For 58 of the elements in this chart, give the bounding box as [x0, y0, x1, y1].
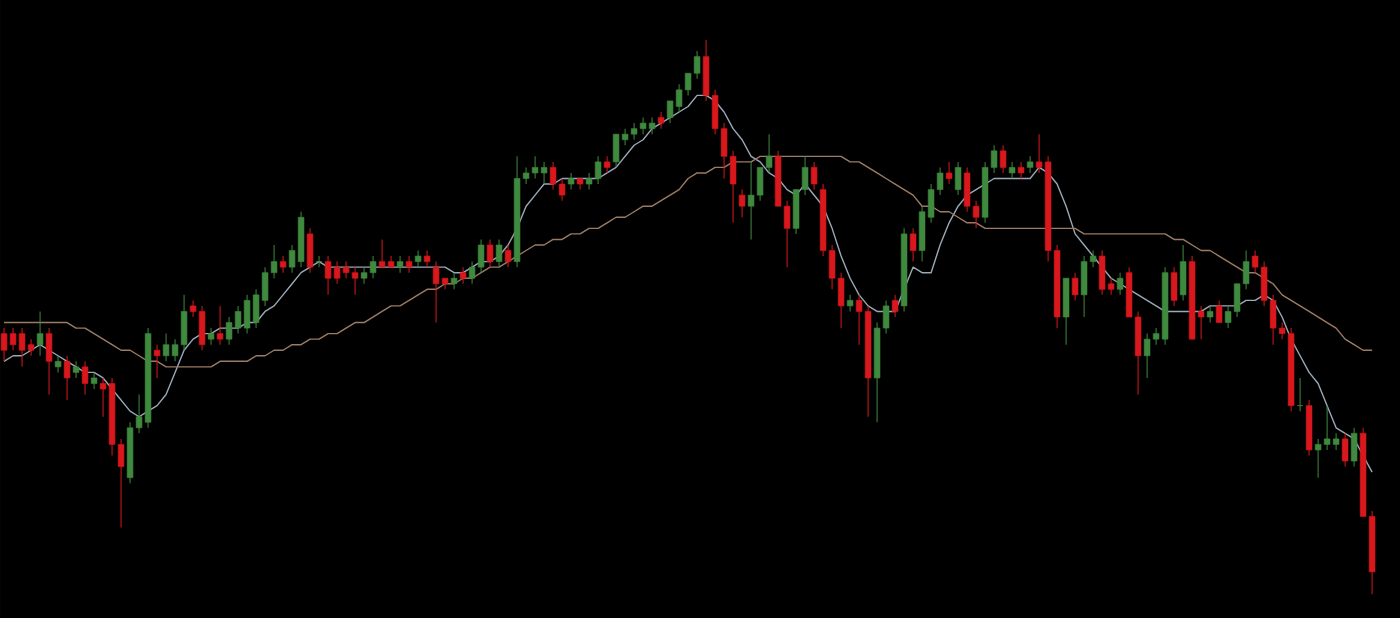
candlestick: [351, 266, 359, 296]
candlestick: [1179, 244, 1187, 301]
candlestick: [1008, 161, 1016, 179]
candlestick: [90, 371, 98, 390]
candlestick: [738, 189, 746, 218]
candlestick: [1170, 266, 1178, 307]
candlestick: [279, 255, 287, 274]
candlestick: [603, 155, 611, 174]
candlestick: [576, 178, 584, 191]
candlestick: [846, 294, 854, 312]
candlestick: [486, 238, 494, 268]
candlestick: [954, 161, 962, 196]
candlestick: [1206, 305, 1214, 324]
candlestick: [297, 211, 305, 268]
candlestick: [1071, 272, 1079, 301]
candlestick: [810, 161, 818, 191]
candlestick: [1026, 155, 1034, 174]
candlestick: [423, 250, 431, 268]
candlestick: [909, 227, 917, 263]
candlestick: [216, 305, 224, 346]
candlestick: [648, 117, 656, 135]
candlestick: [594, 155, 602, 185]
candlestick: [72, 360, 80, 379]
candlestick: [387, 255, 395, 268]
candlestick: [198, 305, 206, 351]
candlestick: [54, 355, 62, 373]
candlestick: [1305, 399, 1313, 456]
candlestick: [495, 238, 503, 268]
candlestick: [369, 255, 377, 279]
candlestick: [891, 294, 899, 318]
candlestick: [81, 360, 89, 396]
candlestick: [450, 272, 458, 290]
candlestick: [504, 244, 512, 268]
candlestick: [207, 327, 215, 346]
candlestick: [459, 266, 467, 285]
candlestick: [396, 255, 404, 274]
candlestick: [1017, 161, 1025, 179]
candlestick: [27, 338, 35, 357]
candlestick: [180, 294, 188, 351]
candlestick: [657, 111, 665, 130]
candlestick: [1332, 432, 1340, 451]
candlestick: [477, 238, 485, 274]
candlestick: [306, 227, 314, 274]
candlestick: [1341, 432, 1349, 468]
candlestick: [63, 355, 71, 401]
candlestick: [153, 344, 161, 379]
candlestick: [1116, 272, 1124, 296]
candlestick: [36, 310, 44, 357]
candlestick: [1062, 277, 1070, 346]
candlestick: [1215, 299, 1223, 324]
candlestick: [945, 161, 953, 185]
candlestick: [999, 144, 1007, 174]
candlestick: [405, 255, 413, 274]
candlestick: [1350, 427, 1358, 468]
candlestick: [540, 161, 548, 185]
candlestick: [567, 172, 575, 191]
candlestick: [414, 250, 422, 268]
candlestick: [45, 327, 53, 396]
